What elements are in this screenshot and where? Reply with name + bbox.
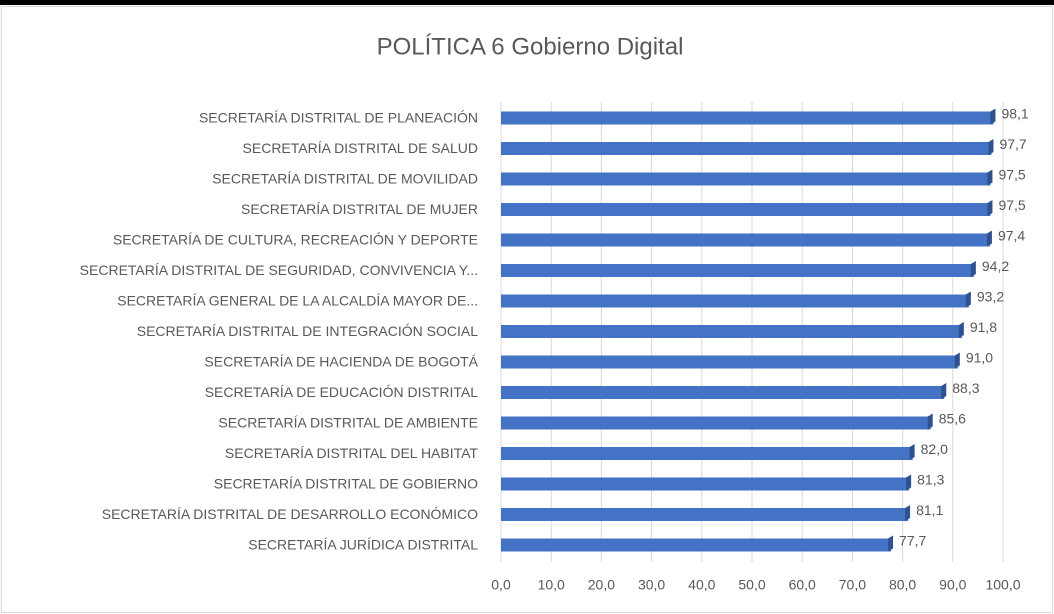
x-tick-label: 80,0 — [889, 577, 916, 593]
value-label: 97,5 — [998, 167, 1025, 183]
y-tick-label: SECRETARÍA JURÍDICA DISTRITAL — [248, 537, 478, 553]
y-tick-label: SECRETARÍA DISTRITAL DE SALUD — [243, 140, 478, 156]
value-label: 94,2 — [982, 258, 1009, 274]
bar — [501, 325, 962, 338]
x-tick-label: 0,0 — [491, 577, 511, 593]
bar-end — [988, 139, 994, 155]
bar — [501, 416, 931, 430]
y-tick-label: SECRETARÍA DISTRITAL DE MUJER — [241, 201, 478, 217]
y-tick-label: SECRETARÍA DE EDUCACIÓN DISTRITAL — [205, 384, 479, 400]
value-label: 82,0 — [921, 441, 948, 457]
y-tick-label: SECRETARÍA DISTRITAL DE INTEGRACIÓN SOCI… — [137, 323, 478, 339]
bar-end — [990, 108, 996, 125]
x-tick-label: 90,0 — [939, 577, 966, 593]
y-tick-label: SECRETARÍA DISTRITAL DE MOVILIDAD — [212, 171, 478, 187]
x-tick-label: 30,0 — [638, 577, 665, 593]
value-label: 91,8 — [970, 319, 997, 335]
value-label: 81,3 — [917, 472, 944, 488]
value-label: 97,7 — [999, 136, 1026, 152]
value-label: 93,2 — [977, 289, 1004, 305]
bar — [501, 538, 892, 552]
bar — [501, 264, 974, 277]
y-tick-label: SECRETARÍA DISTRITAL DE SEGURIDAD, CONVI… — [80, 262, 478, 278]
bar — [501, 111, 994, 125]
bar — [501, 386, 945, 399]
bar — [501, 233, 990, 247]
value-label: 97,5 — [998, 197, 1025, 213]
bar — [501, 203, 991, 216]
value-label: 97,4 — [998, 228, 1025, 244]
y-tick-label: SECRETARÍA DISTRITAL DE AMBIENTE — [218, 415, 478, 431]
bar-end — [986, 230, 992, 247]
bar — [501, 355, 958, 369]
y-tick-label: SECRETARÍA DE CULTURA, RECREACIÓN Y DEPO… — [113, 232, 478, 248]
value-label: 88,3 — [952, 380, 979, 396]
bar-end — [927, 413, 933, 430]
bar-end — [970, 261, 976, 277]
x-tick-label: 40,0 — [688, 577, 715, 593]
bar-end — [909, 444, 915, 460]
x-tick-label: 70,0 — [839, 577, 866, 593]
x-tick-label: 60,0 — [789, 577, 816, 593]
x-tick-label: 50,0 — [738, 577, 765, 593]
x-tick-label: 100,0 — [985, 577, 1020, 593]
bar-end — [888, 535, 894, 552]
chart-title: POLÍTICA 6 Gobierno Digital — [377, 33, 684, 60]
y-tick-label: SECRETARÍA DE HACIENDA DE BOGOTÁ — [204, 354, 478, 370]
value-label: 85,6 — [939, 411, 966, 427]
value-label: 81,1 — [916, 502, 943, 518]
value-label: 91,0 — [966, 350, 993, 366]
bar-end — [954, 352, 960, 369]
bar-end — [906, 474, 912, 491]
bar — [501, 294, 969, 308]
bar-end — [965, 291, 971, 308]
bar — [501, 508, 909, 521]
bar-end — [905, 505, 911, 521]
y-tick-label: SECRETARÍA DISTRITAL DEL HABITAT — [225, 445, 479, 461]
top-border — [0, 0, 1054, 5]
y-tick-label: SECRETARÍA DISTRITAL DE DESARROLLO ECONÓ… — [102, 506, 478, 522]
bar-end — [987, 169, 993, 186]
y-tick-label: SECRETARÍA DISTRITAL DE GOBIERNO — [214, 476, 478, 492]
value-label: 98,1 — [1001, 106, 1028, 122]
x-tick-label: 10,0 — [538, 577, 565, 593]
bar — [501, 477, 910, 491]
bar — [501, 447, 913, 460]
value-label: 77,7 — [899, 533, 926, 549]
y-tick-label: SECRETARÍA DISTRITAL DE PLANEACIÓN — [199, 110, 478, 126]
bar-end — [987, 200, 993, 216]
bar — [501, 172, 991, 186]
bar-end — [941, 383, 947, 399]
y-tick-label: SECRETARÍA GENERAL DE LA ALCALDÍA MAYOR … — [117, 293, 478, 309]
x-tick-label: 20,0 — [588, 577, 615, 593]
bar — [501, 142, 992, 155]
bar-end — [958, 322, 964, 338]
